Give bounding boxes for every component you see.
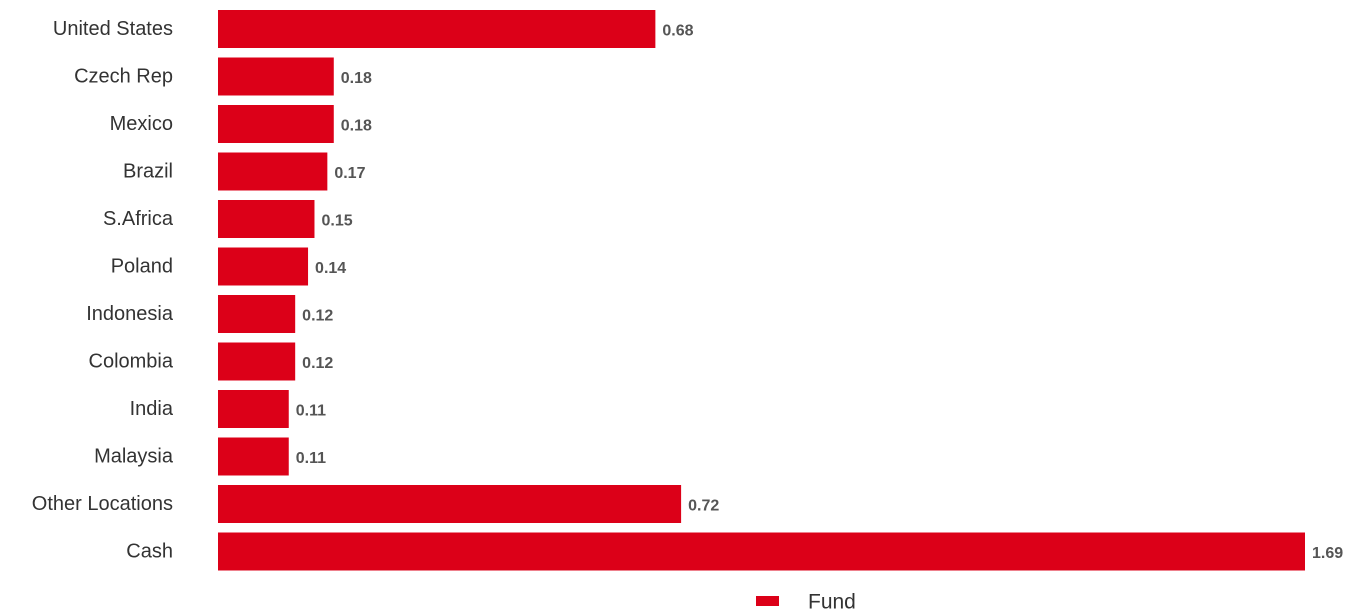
bar-cash [218,532,1305,571]
value-label-united-states: 0.68 [662,23,693,40]
category-label-poland: Poland [111,256,173,278]
value-label-mexico: 0.18 [341,118,372,135]
category-label-cash: Cash [126,541,173,563]
bar-united-states [218,10,656,48]
value-label-india: 0.11 [296,403,326,420]
bar-colombia [218,342,296,381]
category-label-united-states: United States [53,18,173,40]
value-label-indonesia: 0.12 [302,308,333,325]
category-label-brazil: Brazil [123,161,173,183]
legend-swatch-fund [756,596,779,606]
value-label-brazil: 0.17 [334,165,365,182]
value-label-poland: 0.14 [315,260,346,277]
category-label-czech-rep: Czech Rep [74,66,173,88]
bar-mexico [218,105,334,143]
bar-malaysia [218,437,289,476]
bar-india [218,390,289,428]
bar-brazil [218,152,328,191]
category-labels: United States Czech Rep Mexico Brazil S.Afri… [32,18,174,563]
value-label-s-africa: 0.15 [321,213,352,230]
value-label-cash: 1.69 [1312,545,1343,562]
bar-czech-rep [218,57,334,96]
category-label-colombia: Colombia [89,351,174,373]
category-label-malaysia: Malaysia [94,446,174,468]
bars [218,10,1305,571]
legend: Fund [756,591,856,612]
category-label-india: India [130,398,174,420]
category-label-other-locations: Other Locations [32,493,173,515]
value-label-colombia: 0.12 [302,355,333,372]
category-label-mexico: Mexico [110,113,173,135]
value-label-other-locations: 0.72 [688,498,719,515]
bar-s-africa [218,200,315,238]
value-label-malaysia: 0.11 [296,450,326,467]
bar-poland [218,247,309,286]
bar-indonesia [218,295,296,333]
category-label-indonesia: Indonesia [86,303,174,325]
category-label-s-africa: S.Africa [103,208,174,230]
bar-other-locations [218,485,682,523]
legend-label-fund: Fund [808,591,856,612]
value-labels: 0.68 0.18 0.18 0.17 0.15 0.14 0.12 0.12 0.11 0.11… [296,23,1343,563]
value-label-czech-rep: 0.18 [341,70,372,87]
